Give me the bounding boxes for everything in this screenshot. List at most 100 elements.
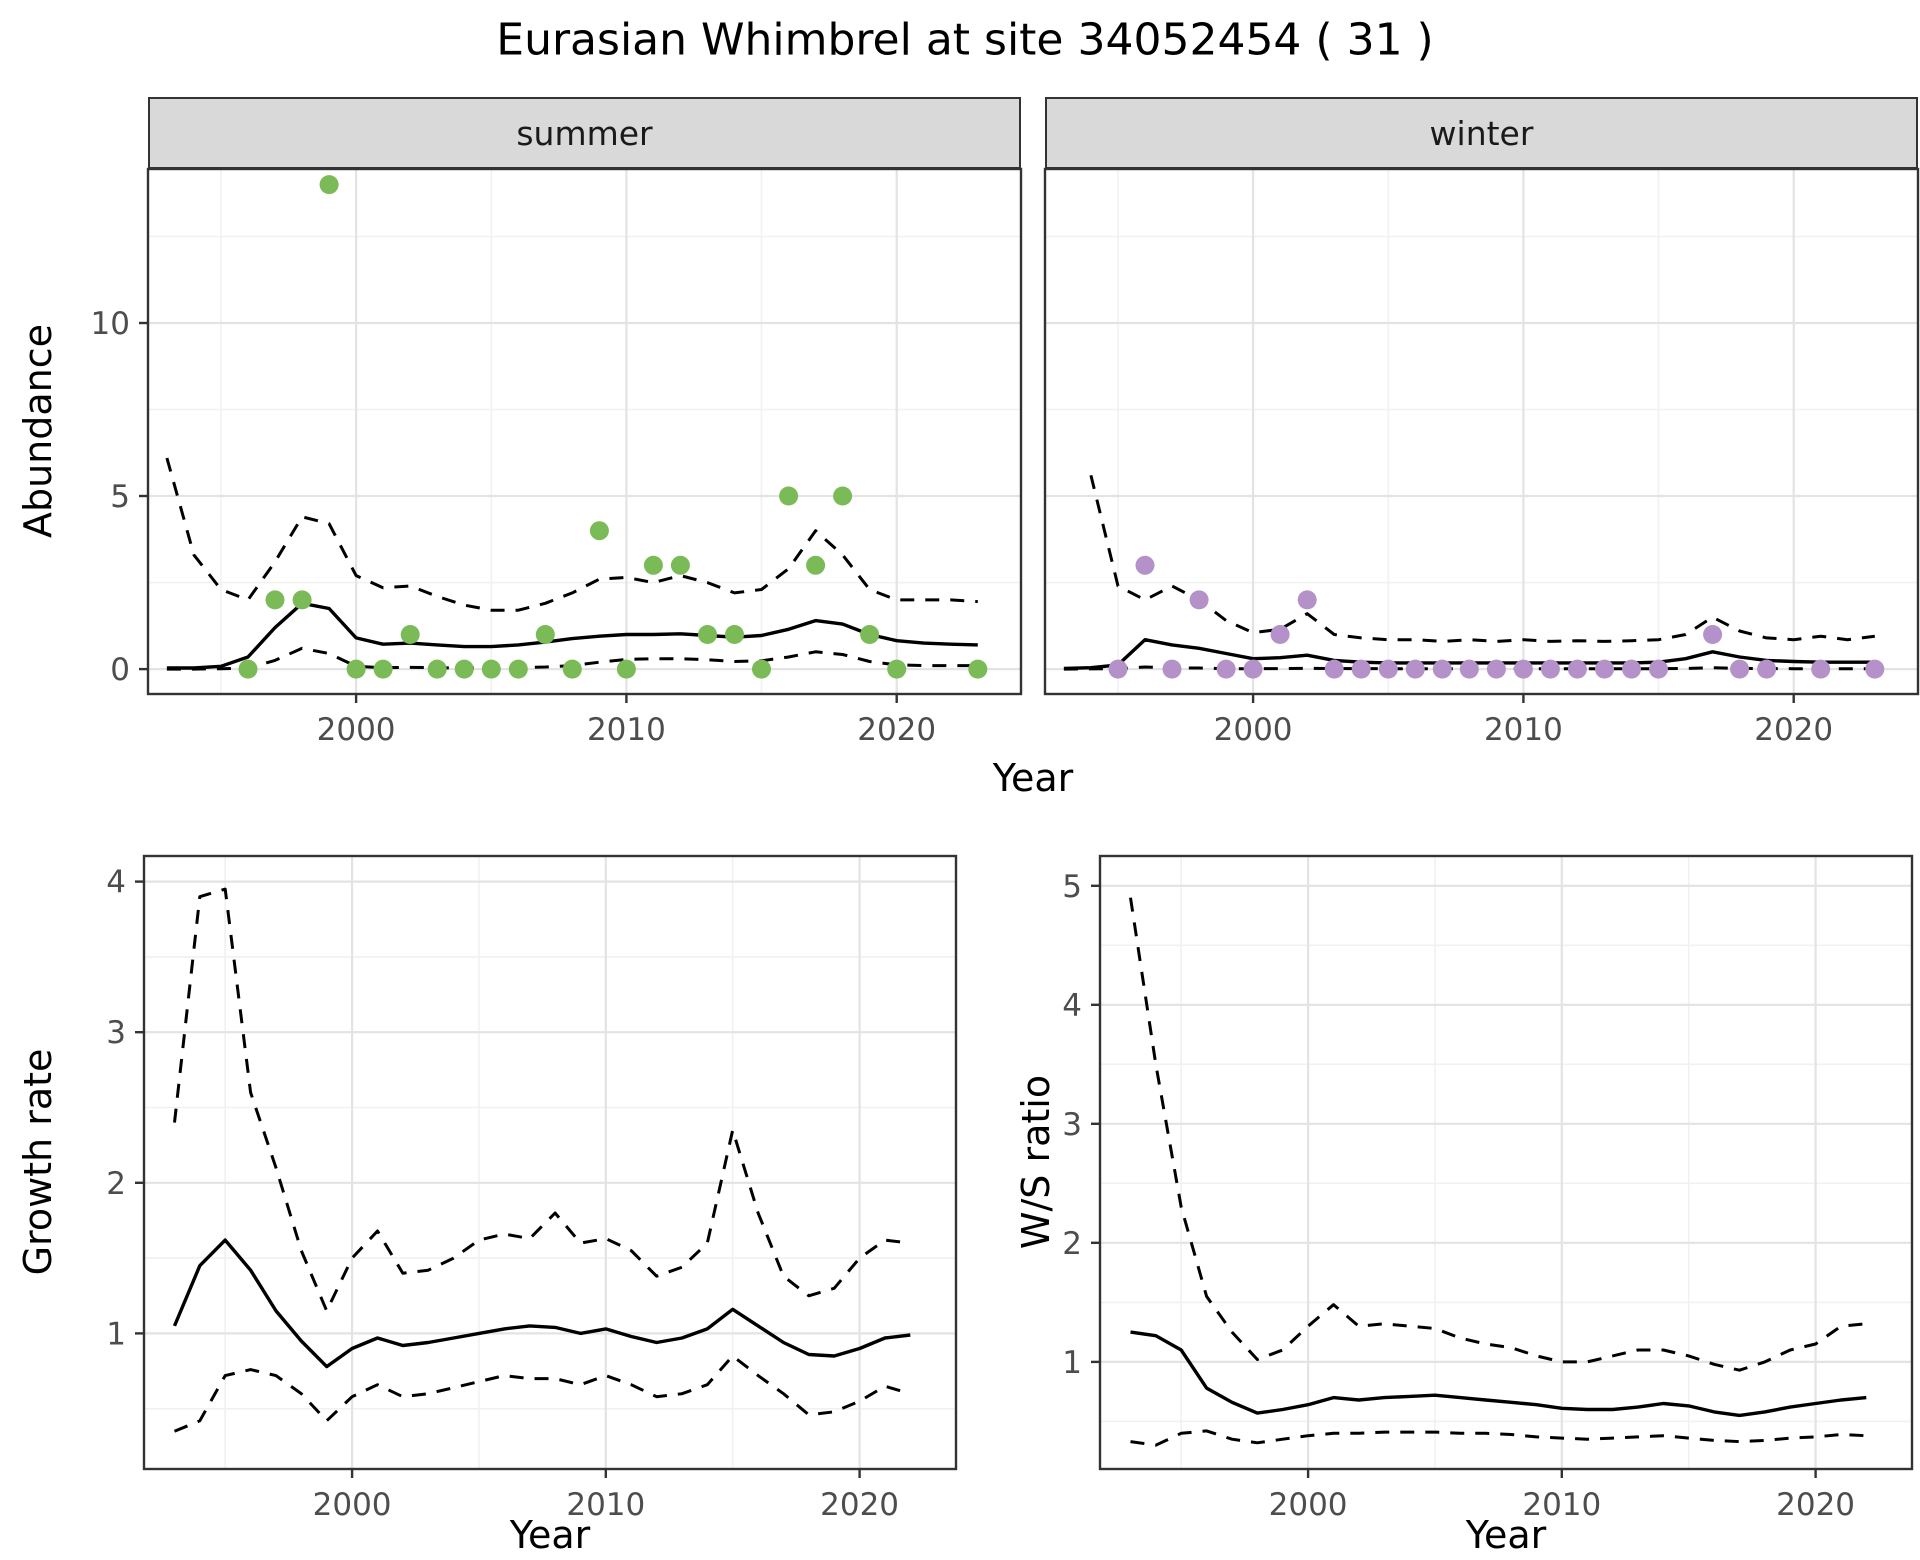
abundance-winter-panel-bg: [1045, 169, 1918, 694]
abundance-winter-panel: 2000 2010 2020: [1043, 167, 1920, 748]
x-tick-label: 2020: [1776, 1487, 1855, 1523]
x-tick-label: 2020: [1754, 712, 1833, 748]
abundance-summer-point: [319, 175, 339, 195]
ws-ratio-lower-ci-line: [1130, 1429, 1867, 1447]
growth-rate-lower-ci-line: [173, 1354, 911, 1433]
x-tick-label: 2010: [566, 1487, 645, 1523]
x-tick-label: 2020: [820, 1487, 899, 1523]
growth-rate-upper-ci-line: [173, 887, 911, 1313]
abundance-summer-point: [400, 625, 420, 644]
abundance-winter-axis: 2000 2010 2020: [1214, 694, 1833, 748]
abundance-summer-point: [508, 659, 528, 679]
top-year-axis-title: Year: [992, 756, 1074, 800]
abundance-winter-point: [1216, 659, 1236, 679]
abundance-summer-grid-major: [148, 169, 1021, 694]
abundance-winter-point: [1622, 659, 1641, 679]
abundance-winter-point: [1324, 659, 1344, 679]
abundance-winter-point: [1405, 659, 1425, 679]
y-tick-label: 2: [106, 1166, 126, 1202]
abundance-summer-point: [725, 625, 744, 644]
abundance-winter-point: [1703, 625, 1723, 644]
abundance-summer-point: [698, 625, 717, 644]
abundance-winter-point: [1865, 659, 1885, 679]
abundance-summer-point: [968, 659, 988, 679]
y-tick-label: 0: [110, 652, 130, 688]
abundance-winter-point: [1513, 659, 1533, 679]
abundance-winter-point: [1108, 659, 1128, 679]
x-tick-label: 2000: [317, 712, 396, 748]
y-tick-label: 4: [1062, 988, 1082, 1024]
ws-ratio-panel: 2000 2010 2020 1 2 3 4 5: [1062, 854, 1914, 1523]
abundance-winter-point: [1757, 659, 1777, 679]
abundance-winter-point: [1432, 659, 1452, 679]
growth-rate-grid-minor: [144, 856, 956, 1469]
abundance-summer-point: [481, 659, 501, 679]
abundance-winter-upper-ci-line: [1089, 474, 1875, 643]
x-tick-label: 2000: [1214, 712, 1293, 748]
y-tick-label: 5: [110, 479, 130, 515]
growth-year-axis-title: Year: [509, 1513, 591, 1557]
ws-ratio-axis: 2000 2010 2020 1 2 3 4 5: [1062, 869, 1855, 1523]
growth-rate-panel-bg: [144, 856, 956, 1469]
abundance-summer-point: [373, 659, 393, 679]
facet-label-winter: winter: [1429, 113, 1534, 153]
abundance-summer-point: [562, 659, 582, 679]
abundance-summer-point: [589, 521, 609, 541]
abundance-summer-point: [779, 486, 799, 506]
growth-rate-axis: 2000 2010 2020 1 2 3 4: [106, 865, 899, 1523]
abundance-winter-point: [1459, 659, 1479, 679]
ws-year-axis-title: Year: [1465, 1513, 1547, 1557]
abundance-summer-grid-minor: [148, 169, 1021, 694]
abundance-summer-point: [292, 590, 312, 610]
abundance-summer-point: [427, 659, 447, 679]
abundance-winter-point: [1486, 659, 1506, 679]
ws-ratio-panel-bg: [1100, 856, 1912, 1469]
abundance-summer-point: [887, 659, 907, 679]
abundance-summer-point: [454, 659, 474, 679]
x-tick-label: 2010: [587, 712, 666, 748]
abundance-winter-grid-minor: [1045, 169, 1918, 694]
y-tick-label: 4: [106, 865, 126, 901]
abundance-summer-point: [752, 659, 771, 679]
abundance-winter-point: [1378, 659, 1398, 679]
abundance-winter-lower-ci-line: [1063, 665, 1875, 671]
y-tick-label: 2: [1062, 1226, 1082, 1262]
abundance-summer-panel: 2000 2010 2020 0 5 10: [91, 167, 1023, 748]
y-tick-label: 3: [106, 1015, 126, 1051]
abundance-summer-panel-border: [146, 167, 1023, 696]
ws-ratio-grid-minor: [1100, 856, 1912, 1469]
abundance-summer-point: [616, 659, 636, 679]
abundance-summer-point: [265, 590, 285, 610]
abundance-winter-point: [1595, 659, 1614, 679]
growth-rate-panel: 2000 2010 2020 1 2 3 4: [106, 854, 958, 1523]
ws-ratio-grid-major: [1100, 856, 1912, 1469]
abundance-summer-panel-bg: [148, 169, 1021, 694]
abundance-winter-points: [1108, 555, 1885, 679]
abundance-winter-point: [1811, 659, 1831, 679]
abundance-winter-point: [1567, 659, 1587, 679]
growth-rate-mean-line: [172, 1238, 911, 1369]
y-tick-label: 5: [1062, 869, 1082, 905]
ws-ratio-upper-ci-line: [1129, 897, 1867, 1372]
x-tick-label: 2020: [857, 712, 936, 748]
abundance-winter-point: [1730, 659, 1750, 679]
abundance-winter-point: [1243, 659, 1263, 679]
abundance-summer-point: [535, 625, 555, 644]
abundance-winter-panel-border: [1043, 167, 1920, 696]
y-tick-label: 10: [91, 306, 130, 342]
y-tick-label: 1: [106, 1316, 126, 1352]
x-tick-label: 2000: [1269, 1487, 1348, 1523]
facet-strip-summer: summer: [148, 97, 1021, 169]
abundance-winter-point: [1649, 659, 1668, 679]
y-tick-label: 1: [1062, 1345, 1082, 1381]
growth-rate-panel-border: [142, 854, 958, 1471]
ws-ratio-mean-line: [1130, 1330, 1867, 1418]
abundance-summer-axis: 2000 2010 2020 0 5 10: [91, 306, 937, 748]
abundance-winter-point: [1540, 659, 1560, 679]
y-tick-label: 3: [1062, 1107, 1082, 1143]
x-tick-label: 2010: [1484, 712, 1563, 748]
x-tick-label: 2010: [1522, 1487, 1601, 1523]
abundance-summer-point: [346, 659, 366, 679]
